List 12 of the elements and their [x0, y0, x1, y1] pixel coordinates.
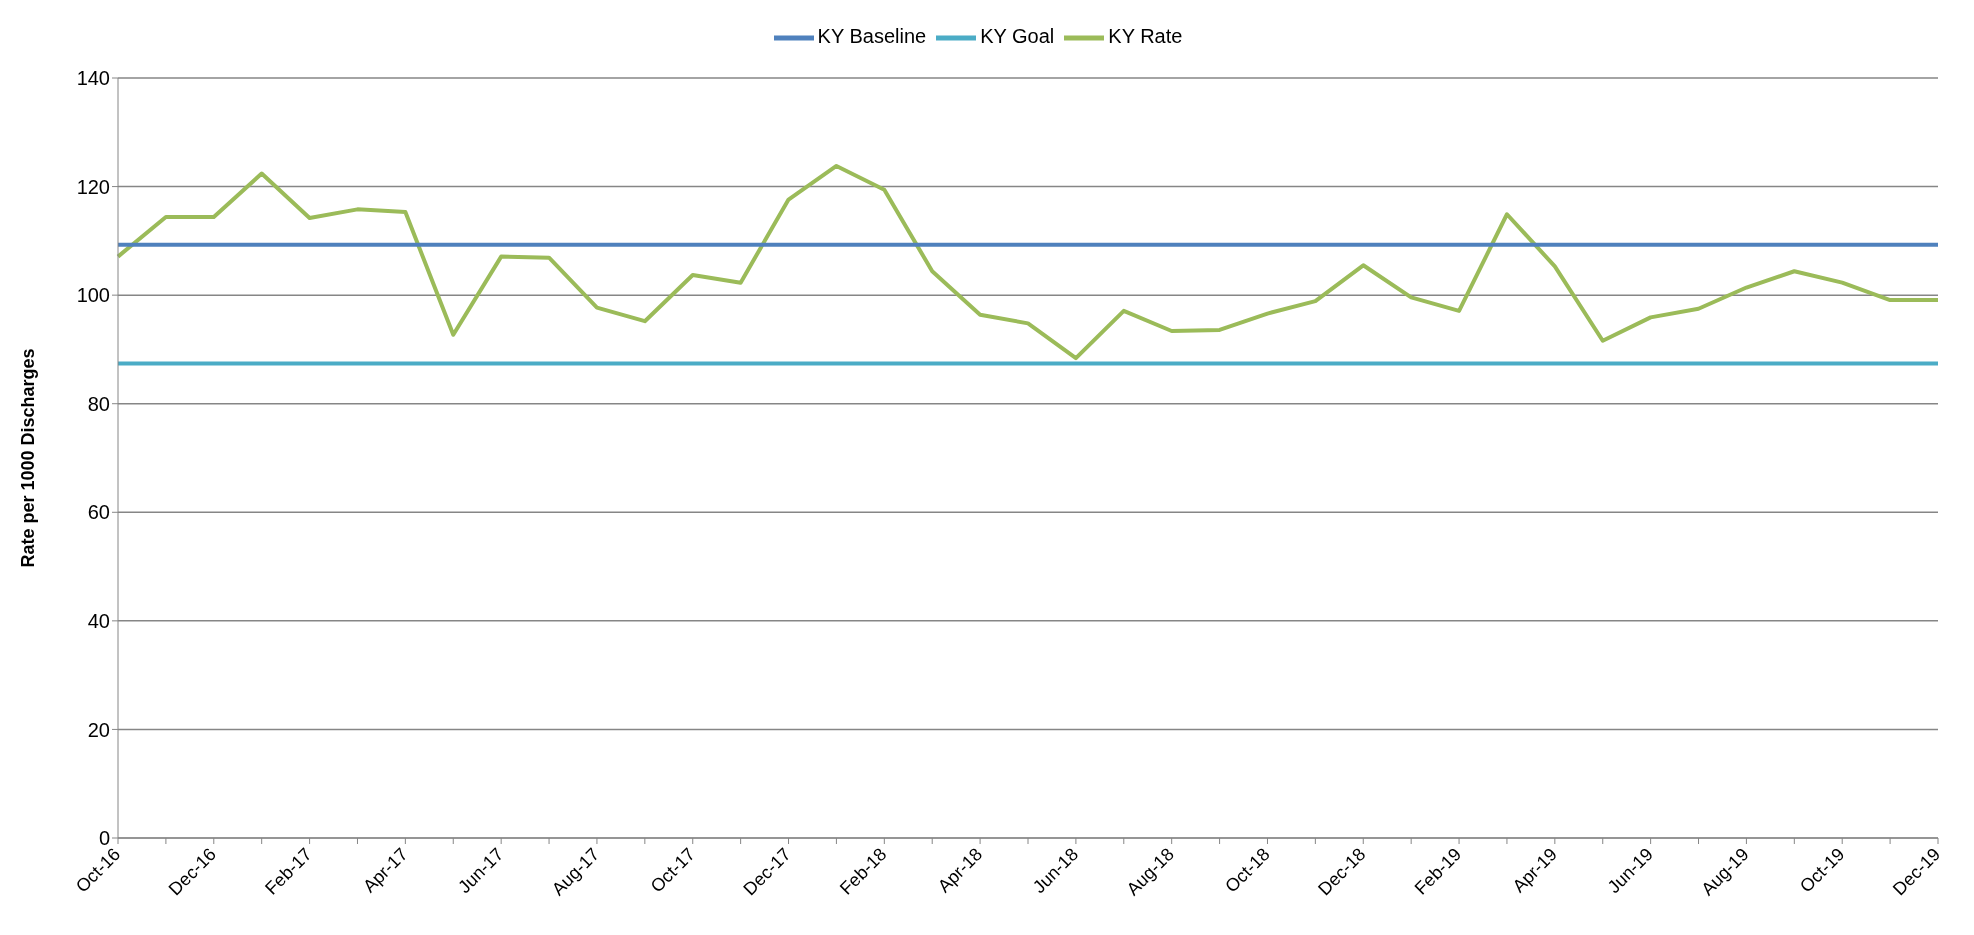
y-axis-title: Rate per 1000 Discharges: [18, 348, 39, 568]
legend-label: KY Goal: [980, 25, 1055, 48]
y-tick-label: 140: [76, 67, 110, 90]
y-tick-label: 40: [87, 609, 110, 632]
y-tick-label: 0: [98, 827, 110, 850]
y-tick-label: 100: [76, 284, 110, 307]
legend-label: KY Rate: [1108, 25, 1183, 48]
legend-label: KY Baseline: [817, 25, 927, 48]
y-tick-label: 80: [87, 392, 110, 415]
y-tick-label: 120: [76, 175, 110, 198]
y-tick-label: 20: [87, 718, 110, 741]
y-tick-label: 60: [87, 501, 110, 524]
